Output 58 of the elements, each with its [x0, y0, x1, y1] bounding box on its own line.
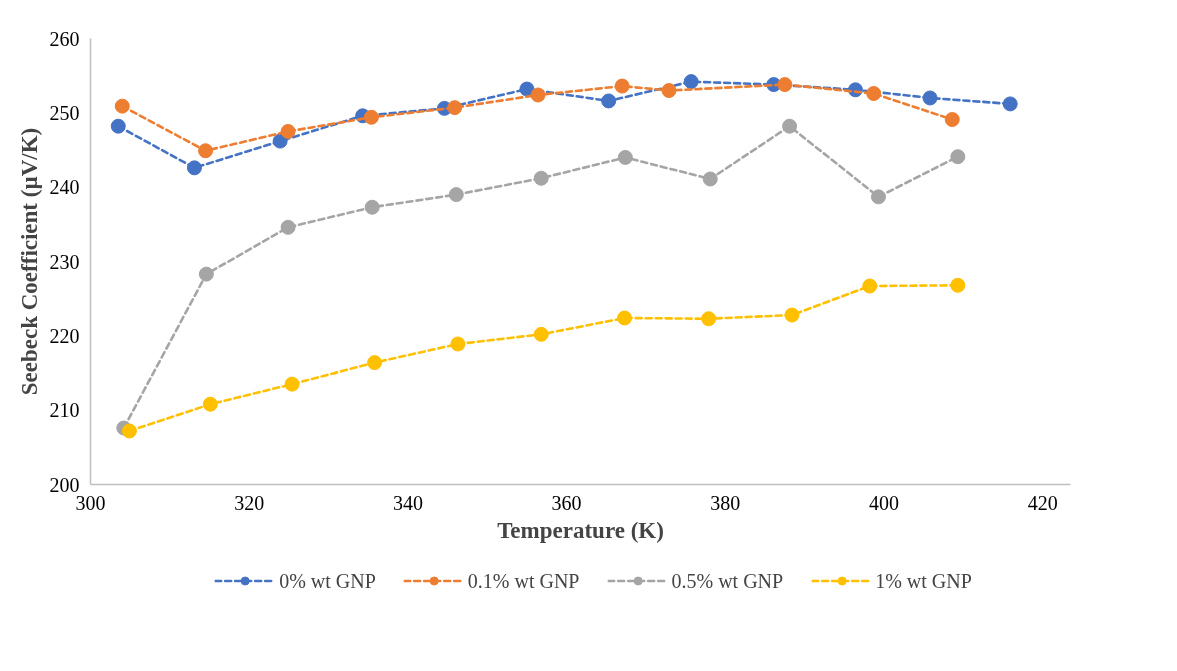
- point: [121, 423, 137, 439]
- x-tick-label: 340: [392, 491, 423, 514]
- x-tick-label: 420: [1027, 491, 1058, 514]
- point: [533, 326, 549, 342]
- y-tick-label: 240: [49, 176, 80, 199]
- point: [280, 219, 296, 235]
- point: [614, 78, 630, 94]
- point: [533, 170, 549, 186]
- point: [363, 109, 379, 125]
- x-axis-title: Temperature (K): [497, 517, 664, 543]
- point: [950, 149, 966, 165]
- y-axis-title: Seebeck Coefficient (µV/K): [16, 127, 42, 396]
- point: [284, 376, 300, 392]
- point: [777, 77, 793, 93]
- point: [701, 311, 717, 327]
- x-tick-label: 360: [551, 491, 582, 514]
- point: [186, 160, 202, 176]
- point: [364, 199, 380, 215]
- point: [114, 98, 130, 114]
- point: [866, 86, 882, 101]
- point: [110, 118, 126, 134]
- point: [784, 307, 800, 323]
- point: [683, 74, 699, 90]
- point: [272, 133, 288, 149]
- y-tick-label: 220: [49, 324, 80, 347]
- point: [1002, 96, 1018, 112]
- legend-label: 0% wt GNP: [279, 569, 376, 592]
- point: [782, 118, 798, 134]
- y-tick-label: 210: [49, 399, 80, 422]
- point: [922, 90, 938, 106]
- legend-label: 0.1% wt GNP: [467, 569, 580, 592]
- point: [450, 336, 466, 352]
- point: [280, 123, 296, 139]
- point: [661, 83, 677, 99]
- point: [870, 189, 886, 205]
- x-tick-label: 400: [869, 491, 900, 514]
- x-tick-label: 380: [710, 491, 741, 514]
- point: [447, 100, 463, 116]
- point: [367, 355, 383, 371]
- x-tick-label: 320: [234, 491, 265, 514]
- point: [202, 396, 218, 412]
- point: [448, 187, 464, 203]
- y-tick-label: 230: [49, 250, 80, 273]
- point: [862, 278, 878, 294]
- legend-label: 0.5% wt GNP: [671, 569, 784, 592]
- legend-label: 1% wt GNP: [875, 569, 972, 592]
- point: [530, 87, 546, 103]
- point: [950, 277, 966, 293]
- point: [617, 310, 633, 326]
- point: [617, 149, 633, 165]
- point: [198, 266, 214, 282]
- point: [519, 81, 535, 97]
- y-tick-label: 260: [49, 27, 80, 50]
- point: [198, 143, 214, 159]
- point: [601, 93, 617, 109]
- y-tick-label: 250: [49, 101, 80, 124]
- point: [944, 112, 960, 128]
- point: [702, 171, 718, 187]
